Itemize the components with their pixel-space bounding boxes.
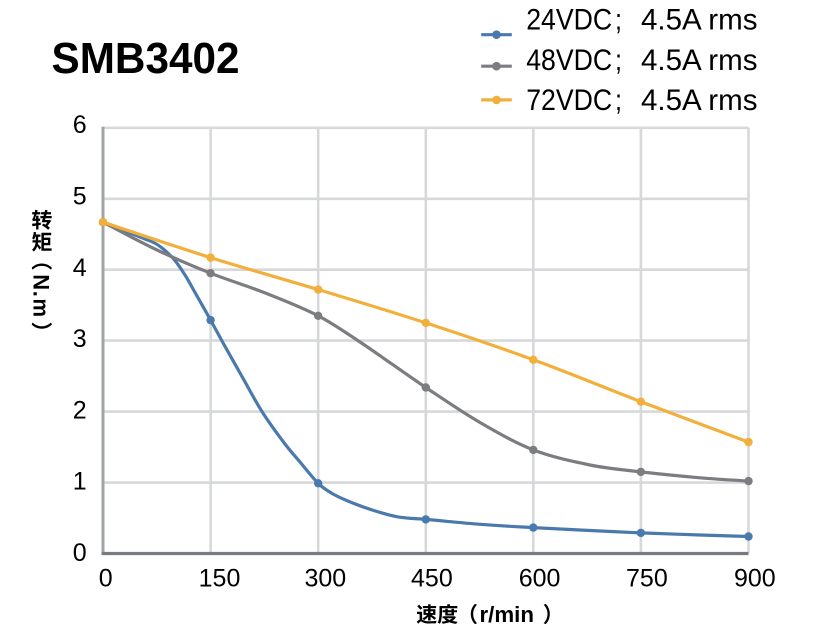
svg-text:300: 300 — [304, 565, 346, 593]
svg-text:;: ; — [615, 44, 622, 77]
svg-text:1: 1 — [73, 468, 87, 496]
svg-text:r/min: r/min — [480, 602, 535, 627]
svg-text:900: 900 — [734, 565, 776, 593]
svg-text:0: 0 — [73, 539, 87, 567]
svg-text:24VDC: 24VDC — [526, 4, 612, 37]
svg-text:150: 150 — [199, 565, 241, 593]
svg-text:0: 0 — [99, 565, 113, 593]
svg-text:4.5A rms: 4.5A rms — [641, 4, 758, 37]
svg-text:4: 4 — [73, 254, 87, 282]
svg-text:750: 750 — [626, 565, 668, 593]
svg-text:.: . — [28, 291, 53, 297]
svg-text:;: ; — [615, 84, 622, 117]
svg-text:4.5A rms: 4.5A rms — [641, 44, 758, 77]
svg-text:3: 3 — [73, 325, 87, 353]
svg-text:600: 600 — [519, 565, 561, 593]
svg-text:m: m — [28, 299, 53, 318]
svg-text:48VDC: 48VDC — [526, 44, 612, 77]
svg-text:4.5A rms: 4.5A rms — [641, 84, 758, 117]
svg-text:;: ; — [615, 4, 622, 37]
svg-text:6: 6 — [73, 111, 87, 139]
svg-text:72VDC: 72VDC — [526, 84, 612, 117]
svg-text:N: N — [28, 274, 53, 290]
svg-text:SMB3402: SMB3402 — [52, 35, 240, 83]
svg-text:450: 450 — [411, 565, 453, 593]
svg-text:5: 5 — [73, 183, 87, 211]
svg-text:2: 2 — [73, 396, 87, 424]
